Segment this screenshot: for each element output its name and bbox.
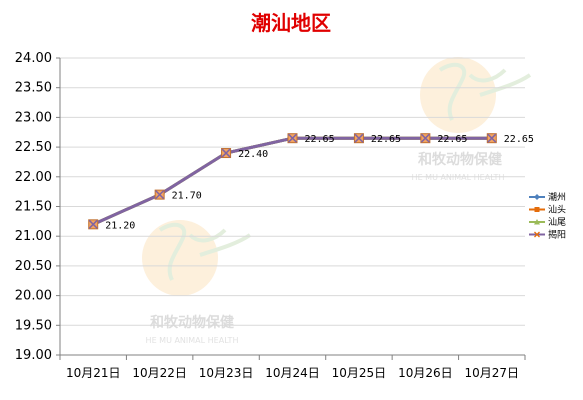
legend-item: 汕头 <box>529 205 566 216</box>
y-tick-label: 19.00 <box>15 348 52 363</box>
data-label: 22.40 <box>238 149 268 160</box>
data-label: 22.65 <box>305 134 335 145</box>
y-axis-ticks: 19.00 19.50 20.00 20.50 21.00 21.50 22.00 22.50… <box>15 51 60 363</box>
y-tick-label: 20.00 <box>15 289 52 304</box>
watermark-text-cn: 和牧动物保健 <box>418 151 502 168</box>
x-axis-ticks: 10月21日 10月22日 10月23日 10月24日 10月25日 10月26日 10月2… <box>59 355 526 380</box>
watermark-logo-circle <box>142 220 218 296</box>
data-point-x-marker <box>287 133 298 143</box>
data-label: 22.65 <box>371 134 401 145</box>
watermark-logo-mark <box>438 62 532 121</box>
x-tick-label: 10月27日 <box>465 366 520 380</box>
y-tick-label: 22.50 <box>15 140 52 155</box>
watermark-text-en: HE MU ANIMAL HEALTH <box>146 336 239 345</box>
data-label: 22.65 <box>504 134 534 145</box>
data-point-x-marker <box>221 148 231 158</box>
x-tick-label: 10月24日 <box>265 366 320 380</box>
data-point-x-marker <box>487 133 497 143</box>
y-tick-label: 24.00 <box>15 51 52 66</box>
legend-label: 汕头 <box>548 205 566 216</box>
y-tick-label: 21.00 <box>15 229 52 244</box>
y-tick-label: 21.50 <box>15 200 52 215</box>
data-point-x-marker <box>354 133 364 143</box>
legend-item: 潮州 <box>529 191 566 203</box>
watermark-text-en: HE MU ANIMAL HEALTH <box>412 173 505 182</box>
legend-marker <box>534 219 540 225</box>
y-tick-label: 20.50 <box>15 259 52 274</box>
legend-item: 揭阳 <box>529 229 566 241</box>
x-tick-label: 10月23日 <box>199 366 254 380</box>
series-group <box>88 133 497 230</box>
legend-item: 汕尾 <box>529 217 566 228</box>
legend-marker <box>534 231 540 238</box>
data-labels: 21.20 21.70 22.40 22.65 22.65 22.65 22.65 <box>105 134 534 231</box>
point-markers <box>88 133 497 230</box>
watermark-text-cn: 和牧动物保健 <box>150 314 234 331</box>
y-tick-label: 23.00 <box>15 110 52 125</box>
data-point-x-marker <box>155 190 165 200</box>
watermark-bottom: 和牧动物保健 HE MU ANIMAL HEALTH <box>142 220 252 345</box>
watermark-logo-mark <box>158 222 252 281</box>
legend-marker <box>534 207 540 212</box>
y-tick-label: 19.50 <box>15 318 52 333</box>
y-tick-label: 22.00 <box>15 170 52 185</box>
data-label: 21.20 <box>105 220 135 231</box>
legend-marker <box>534 194 540 200</box>
watermark-top: 和牧动物保健 HE MU ANIMAL HEALTH <box>412 57 532 182</box>
x-tick-label: 10月26日 <box>398 366 453 380</box>
data-label: 22.65 <box>437 134 467 145</box>
data-point-x-marker <box>88 219 98 229</box>
x-tick-label: 10月25日 <box>332 366 387 380</box>
x-tick-label: 10月22日 <box>132 366 187 380</box>
legend-label: 汕尾 <box>548 217 566 228</box>
data-point-x-marker <box>420 133 430 143</box>
data-label: 21.70 <box>172 191 202 202</box>
watermark-logo-circle <box>420 57 496 133</box>
chart-title: 潮汕地区 <box>251 11 331 35</box>
y-tick-label: 23.50 <box>15 81 52 96</box>
x-tick-label: 10月21日 <box>66 366 121 380</box>
watermark-group: 和牧动物保健 HE MU ANIMAL HEALTH 和牧动物保健 HE MU … <box>142 57 532 345</box>
legend-label: 潮州 <box>548 191 566 203</box>
legend-label: 揭阳 <box>548 229 566 241</box>
